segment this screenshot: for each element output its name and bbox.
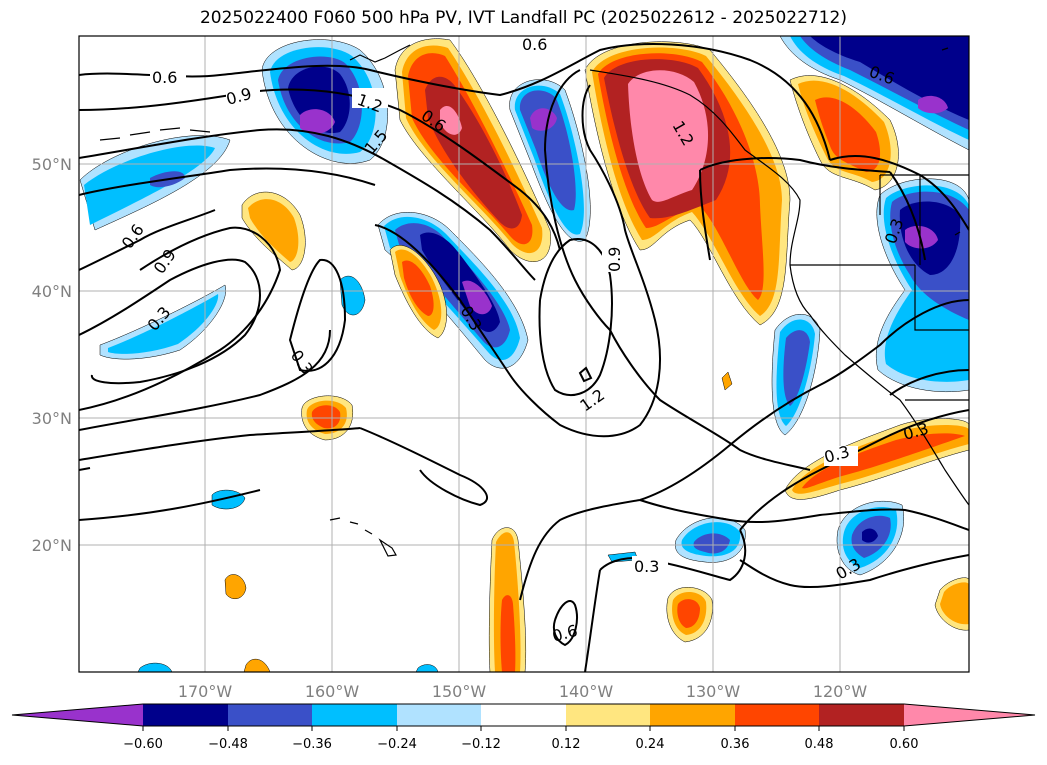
colorbar: −0.60 −0.48 −0.36 −0.24 −0.12 0.12 0.24 …	[11, 703, 1036, 752]
contour-label: 0.9	[150, 246, 180, 278]
contour-label: 0.9	[605, 247, 624, 272]
colorbar-tick-label: 0.48	[805, 737, 834, 752]
colorbar-swatch	[312, 704, 397, 726]
latitude-labels: 50°N 40°N 30°N 20°N	[32, 155, 72, 555]
contour-label: 0.6	[152, 68, 177, 87]
colorbar-swatch	[566, 704, 650, 726]
contour-label: 0.6	[118, 221, 148, 253]
colorbar-tick-label: −0.24	[377, 737, 417, 752]
colorbar-tick-label: 0.24	[636, 737, 665, 752]
colorbar-swatch	[228, 704, 312, 726]
lon-label: 130°W	[686, 682, 741, 701]
colorbar-tick-label: −0.36	[292, 737, 332, 752]
colorbar-swatch	[904, 704, 1035, 726]
lon-label: 140°W	[559, 682, 614, 701]
lon-label: 170°W	[178, 682, 233, 701]
plot-frame	[78, 35, 970, 673]
colorbar-swatch	[397, 704, 481, 726]
lon-label: 150°W	[432, 682, 487, 701]
lon-label: 120°W	[813, 682, 868, 701]
colorbar-swatch	[12, 704, 143, 726]
lon-label: 160°W	[305, 682, 360, 701]
colorbar-tick-label: 0.60	[890, 737, 919, 752]
contour-label: 0.6	[522, 35, 547, 54]
lat-label: 30°N	[32, 409, 72, 428]
longitude-labels: 170°W 160°W 150°W 140°W 130°W 120°W	[178, 682, 868, 701]
colorbar-tick-label: −0.60	[123, 737, 163, 752]
colorbar-swatch	[819, 704, 904, 726]
pv-contours	[79, 43, 969, 672]
colorbar-tick-label: −0.12	[461, 737, 501, 752]
contour-label: 1.2	[576, 385, 608, 415]
map-title: 2025022400 F060 500 hPa PV, IVT Landfall…	[199, 8, 847, 28]
colorbar-swatch	[650, 704, 735, 726]
contour-label: 0.3	[287, 346, 317, 378]
contour-label: 0.3	[634, 557, 659, 576]
colorbar-swatch	[481, 704, 566, 726]
colorbar-swatch	[143, 704, 228, 726]
coastlines	[99, 44, 969, 557]
lat-label: 40°N	[32, 282, 72, 301]
colorbar-tick-label: 0.12	[552, 737, 581, 752]
colorbar-swatch	[735, 704, 819, 726]
lat-label: 50°N	[32, 155, 72, 174]
colorbar-tick-label: −0.48	[208, 737, 248, 752]
lat-label: 20°N	[32, 536, 72, 555]
colorbar-tick-label: 0.36	[721, 737, 750, 752]
shaded-pv-field	[79, 36, 969, 672]
